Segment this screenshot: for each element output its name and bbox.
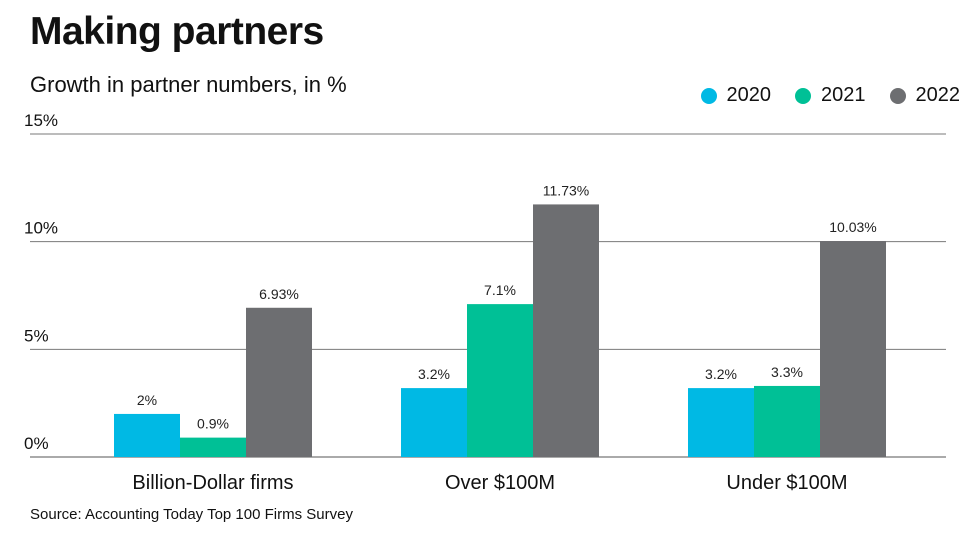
x-tick-label: Billion-Dollar firms bbox=[132, 472, 293, 494]
y-tick-label: 15% bbox=[24, 111, 58, 130]
legend-label-2021: 2021 bbox=[821, 84, 866, 106]
data-label: 0.9% bbox=[197, 416, 229, 432]
legend-label-2022: 2022 bbox=[915, 84, 961, 106]
bar-2021-1 bbox=[467, 304, 533, 457]
bar-2020-1 bbox=[401, 388, 467, 457]
legend-item-2020: 2020 bbox=[700, 84, 772, 107]
data-label: 10.03% bbox=[829, 219, 876, 235]
data-label: 3.2% bbox=[705, 366, 737, 382]
chart-subtitle: Growth in partner numbers, in % bbox=[30, 72, 347, 97]
bar-2022-2 bbox=[820, 241, 886, 457]
data-label: 7.1% bbox=[484, 282, 516, 298]
bar-2021-2 bbox=[754, 385, 820, 457]
data-label: 2% bbox=[137, 392, 157, 408]
data-label: 3.3% bbox=[771, 364, 803, 380]
y-tick-label: 10% bbox=[24, 219, 58, 238]
y-axis-tick-labels: 0% 5% 10% 15% bbox=[24, 111, 58, 453]
x-axis-category-labels: Billion-Dollar firms Over $100M Under $100… bbox=[132, 472, 847, 494]
legend-item-2022: 2022 bbox=[889, 84, 961, 107]
legend-swatch-2022 bbox=[889, 87, 906, 104]
bar-2020-0 bbox=[114, 413, 180, 457]
source-note: Source: Accounting Today Top 100 Firms S… bbox=[30, 506, 353, 523]
x-tick-label: Over $100M bbox=[445, 472, 555, 494]
data-label: 3.2% bbox=[418, 366, 450, 382]
data-label: 11.73% bbox=[543, 182, 589, 198]
y-tick-label: 5% bbox=[24, 326, 49, 345]
chart-title: Making partners bbox=[30, 10, 324, 53]
legend-swatch-2020 bbox=[700, 87, 717, 104]
x-tick-label: Under $100M bbox=[726, 472, 847, 494]
bar-2021-0 bbox=[180, 437, 246, 457]
bar-2022-1 bbox=[533, 204, 599, 457]
bar-2020-2 bbox=[688, 388, 754, 457]
data-label: 6.93% bbox=[259, 286, 299, 302]
legend-item-2021: 2021 bbox=[795, 84, 866, 107]
legend-swatch-2021 bbox=[795, 87, 811, 104]
bar-2022-0 bbox=[246, 307, 312, 457]
y-tick-label: 0% bbox=[24, 434, 49, 453]
legend-label-2020: 2020 bbox=[726, 84, 772, 106]
bars bbox=[114, 204, 886, 457]
data-labels: 2% 0.9% 6.93% 3.2% 7.1% 11.73% 3.2% 3.3% 10.03% bbox=[137, 182, 877, 431]
legend: 2020 2021 2022 bbox=[700, 84, 961, 107]
